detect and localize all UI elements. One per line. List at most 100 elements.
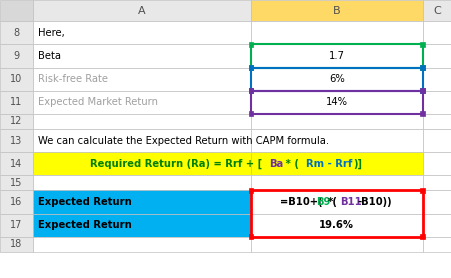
Text: B11: B11 <box>339 197 361 207</box>
Bar <box>250 190 422 237</box>
Text: 18: 18 <box>10 239 23 249</box>
Bar <box>0 214 32 237</box>
Bar <box>419 42 424 47</box>
Bar <box>0 237 32 252</box>
Bar <box>32 44 250 68</box>
Bar <box>422 190 451 214</box>
Bar <box>419 188 424 193</box>
Bar <box>250 68 422 91</box>
Bar <box>0 0 32 21</box>
Text: 19.6%: 19.6% <box>318 220 354 230</box>
Bar <box>419 88 424 93</box>
Bar <box>419 88 424 93</box>
Text: 15: 15 <box>10 178 23 188</box>
Bar <box>32 0 250 21</box>
Bar <box>250 129 422 152</box>
Text: 1.7: 1.7 <box>328 51 344 61</box>
Text: 14: 14 <box>10 159 23 168</box>
Text: Beta: Beta <box>38 51 61 61</box>
Text: 16: 16 <box>10 197 23 207</box>
Bar <box>422 129 451 152</box>
Bar <box>248 111 253 116</box>
Text: 13: 13 <box>10 136 23 145</box>
Bar <box>422 152 451 175</box>
Bar <box>32 214 250 237</box>
Bar <box>0 114 32 129</box>
Text: 10: 10 <box>10 74 23 84</box>
Text: Rm - Rrf: Rm - Rrf <box>305 159 351 168</box>
Text: A: A <box>138 6 145 16</box>
Bar <box>250 0 422 21</box>
Bar <box>250 190 422 214</box>
Text: * (: * ( <box>281 159 298 168</box>
Bar <box>422 91 451 114</box>
Bar <box>250 21 422 44</box>
Bar <box>248 234 253 239</box>
Bar <box>422 237 451 252</box>
Bar <box>0 21 32 44</box>
Text: Risk-free Rate: Risk-free Rate <box>38 74 108 84</box>
Bar <box>422 68 451 91</box>
Text: Expected Return: Expected Return <box>38 197 131 207</box>
Text: 12: 12 <box>10 116 23 126</box>
Text: Ba: Ba <box>269 159 283 168</box>
Text: Required Return (Ra) = Rrf + [: Required Return (Ra) = Rrf + [ <box>89 158 261 169</box>
Bar <box>422 0 451 21</box>
Text: Here,: Here, <box>38 28 64 38</box>
Bar <box>419 111 424 116</box>
Bar <box>250 91 422 114</box>
Bar <box>250 44 422 68</box>
Bar <box>32 129 250 152</box>
Bar <box>0 175 32 190</box>
Bar <box>250 152 422 175</box>
Bar <box>0 44 32 68</box>
Bar <box>0 152 32 175</box>
Bar <box>32 175 250 190</box>
Bar <box>248 88 253 93</box>
Text: 14%: 14% <box>325 97 347 107</box>
Bar <box>422 44 451 68</box>
Bar <box>248 65 253 70</box>
Bar <box>32 237 250 252</box>
Bar <box>0 190 32 214</box>
Bar <box>0 68 32 91</box>
Text: Expected Market Return: Expected Market Return <box>38 97 157 107</box>
Bar <box>422 214 451 237</box>
Bar <box>422 175 451 190</box>
Bar <box>422 21 451 44</box>
Bar <box>32 21 250 44</box>
Bar <box>250 175 422 190</box>
Text: We can calculate the Expected Return with CAPM formula.: We can calculate the Expected Return wit… <box>38 136 328 145</box>
Bar <box>250 44 422 68</box>
Bar <box>248 42 253 47</box>
Text: 17: 17 <box>10 220 23 230</box>
Text: Expected Return: Expected Return <box>38 220 131 230</box>
Text: -B10)): -B10)) <box>357 197 391 207</box>
Text: B: B <box>332 6 340 16</box>
Bar <box>419 65 424 70</box>
Text: 9: 9 <box>13 51 19 61</box>
Bar <box>32 91 250 114</box>
Bar <box>0 91 32 114</box>
Bar <box>248 65 253 70</box>
Bar <box>422 114 451 129</box>
Text: 8: 8 <box>13 28 19 38</box>
Text: =B10+(: =B10+( <box>279 197 322 207</box>
Bar <box>250 237 422 252</box>
Bar <box>32 68 250 91</box>
Text: 11: 11 <box>10 97 23 107</box>
Text: *(: *( <box>327 197 337 207</box>
Bar <box>419 65 424 70</box>
Bar <box>419 234 424 239</box>
Bar <box>250 68 422 91</box>
Bar <box>250 114 422 129</box>
Bar <box>32 190 250 214</box>
Text: 6%: 6% <box>328 74 344 84</box>
Bar <box>32 114 250 129</box>
Bar <box>250 91 422 114</box>
Bar <box>32 152 250 175</box>
Text: B9: B9 <box>315 197 329 207</box>
Bar <box>248 88 253 93</box>
Text: C: C <box>433 6 440 16</box>
Bar <box>0 129 32 152</box>
